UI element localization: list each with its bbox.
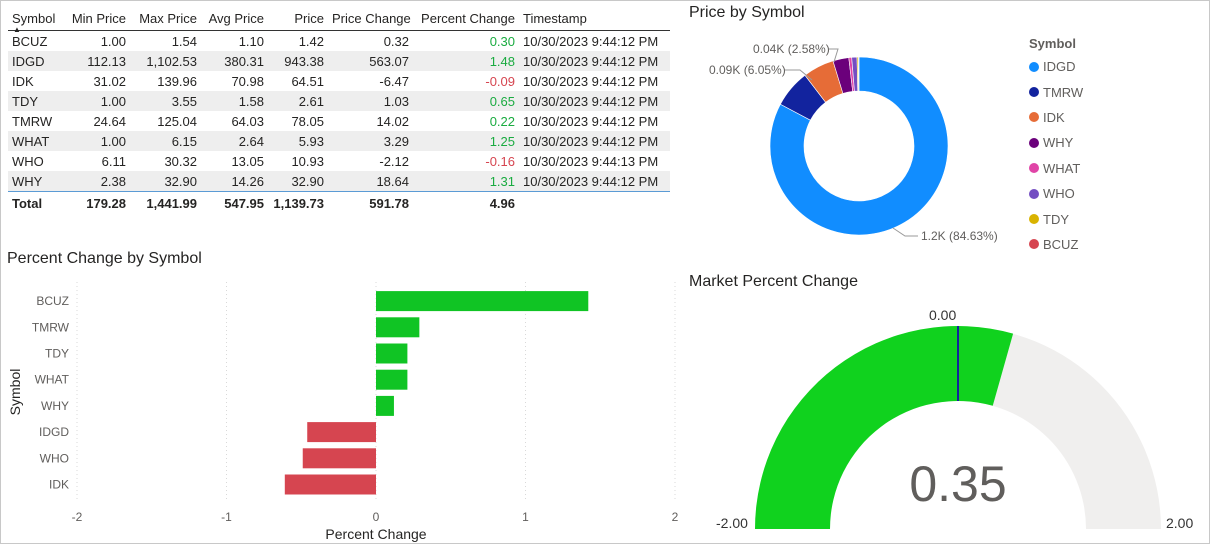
x-tick-label: -2 bbox=[72, 510, 83, 524]
bar-why[interactable] bbox=[376, 396, 394, 416]
x-tick-label: 1 bbox=[522, 510, 529, 524]
bar-who[interactable] bbox=[303, 448, 376, 468]
bar-tmrw[interactable] bbox=[376, 317, 419, 337]
x-tick-label: 2 bbox=[672, 510, 679, 524]
y-tick-label: IDK bbox=[49, 478, 69, 492]
gauge-min-label: -2.00 bbox=[716, 515, 748, 531]
y-tick-label: BCUZ bbox=[36, 294, 69, 308]
y-tick-label: TMRW bbox=[32, 320, 70, 334]
gauge-value: 0.35 bbox=[858, 455, 1058, 513]
bar-idgd[interactable] bbox=[307, 422, 376, 442]
bar-what[interactable] bbox=[376, 370, 407, 390]
donut-label-idgd: 1.2K (84.63%) bbox=[921, 229, 998, 243]
x-tick-label: 0 bbox=[373, 510, 380, 524]
gauge-target-label: 0.00 bbox=[929, 307, 956, 323]
bar-tdy[interactable] bbox=[376, 344, 407, 364]
y-tick-label: IDGD bbox=[39, 425, 69, 439]
x-axis-title: Percent Change bbox=[325, 526, 426, 542]
bar-bcuz[interactable] bbox=[376, 291, 588, 311]
y-tick-label: WHY bbox=[41, 399, 69, 413]
label-leader-line bbox=[893, 228, 918, 236]
x-tick-label: -1 bbox=[221, 510, 232, 524]
y-axis-title: Symbol bbox=[7, 369, 23, 416]
bar-idk[interactable] bbox=[285, 475, 376, 495]
donut-label-tmrw: 0.09K (6.05%) bbox=[709, 63, 786, 77]
donut-label-idk: 0.04K (2.58%) bbox=[753, 42, 830, 56]
donut-slice-bcuz[interactable] bbox=[858, 57, 859, 91]
y-tick-label: WHO bbox=[40, 451, 69, 465]
gauge-max-label: 2.00 bbox=[1166, 515, 1193, 531]
y-tick-label: TDY bbox=[45, 347, 69, 361]
y-tick-label: WHAT bbox=[35, 373, 70, 387]
